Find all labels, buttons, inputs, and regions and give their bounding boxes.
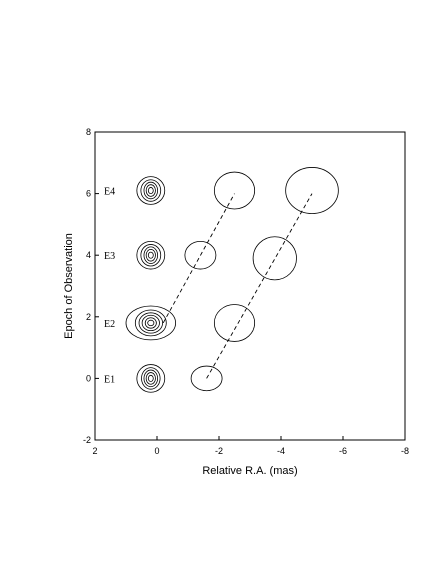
core-contour [138,312,163,334]
jet-component [213,171,256,210]
core-contour [145,248,156,262]
core-contour [143,246,159,264]
core-contour [136,364,166,393]
core-contour [140,244,162,267]
x-tick-label: -2 [215,446,223,456]
x-tick-label: -6 [339,446,347,456]
jet-component [190,365,223,392]
core-contour [140,179,162,202]
core-contour [136,240,166,270]
components [184,167,339,392]
x-tick-label: -4 [277,446,285,456]
core-contour [147,374,154,382]
core-contour [147,251,154,259]
core-contour [144,317,157,329]
core-contour [141,367,161,390]
y-axis-title: Epoch of Observation [63,233,75,339]
plot-frame [94,131,406,441]
core-contour [134,309,167,337]
core-contour [136,176,166,205]
core-contour [125,305,176,341]
epoch-labels: E1 E2 E3 E4 [104,187,115,386]
core-contour [145,372,156,385]
epoch-label: E3 [104,251,115,262]
core-contour [143,369,159,388]
epoch-label: E1 [104,374,115,385]
core-contours [125,176,176,393]
trajectory-line [162,193,235,324]
y-tick-label: -2 [83,435,91,445]
core-contour [145,184,156,197]
x-axis-title: Relative R.A. (mas) [202,465,297,477]
core-contour [147,319,155,327]
trajectories [162,193,313,379]
y-tick-label: 6 [86,189,91,199]
x-tick-label: 0 [154,446,159,456]
x-tick-label: 2 [92,446,97,456]
core-contour [141,314,160,332]
epoch-label: E2 [104,319,115,330]
x-tick-label: -8 [401,446,409,456]
y-tick-label: 2 [86,312,91,322]
jet-component [285,167,339,215]
jet-component [252,236,297,281]
y-tick-label: 8 [86,127,91,137]
epoch-label: E4 [104,187,115,198]
y-tick-label: 4 [86,250,91,260]
jet-component [184,240,217,270]
jet-component [213,304,256,342]
y-tick-label: 0 [86,373,91,383]
trajectory-line [206,193,313,379]
ticks: 2 0 -2 -4 -6 -8 -2 0 2 4 6 8 [83,127,409,456]
core-contour [143,181,159,200]
core-contour [147,187,154,195]
